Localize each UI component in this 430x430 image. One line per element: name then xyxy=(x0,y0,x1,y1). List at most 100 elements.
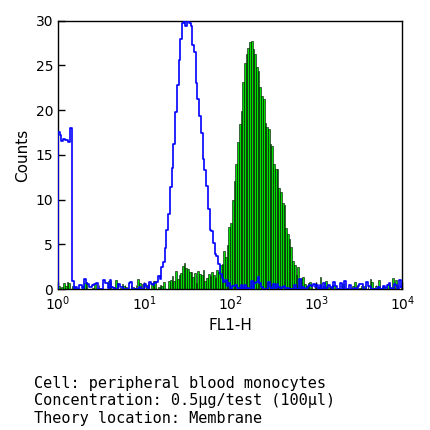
Bar xyxy=(242,82,244,289)
Bar xyxy=(146,285,147,289)
Bar xyxy=(132,287,134,289)
Bar xyxy=(58,286,60,289)
Bar xyxy=(211,272,213,289)
Bar xyxy=(273,163,275,289)
Bar xyxy=(196,283,197,289)
Bar xyxy=(304,284,306,289)
Bar xyxy=(215,278,216,289)
Bar xyxy=(321,288,323,289)
Bar xyxy=(120,288,122,289)
Bar xyxy=(294,265,295,289)
Bar xyxy=(330,288,332,289)
Bar xyxy=(233,181,235,289)
Bar xyxy=(206,278,208,289)
Bar xyxy=(227,245,228,289)
Bar xyxy=(299,280,301,289)
Bar xyxy=(302,277,304,289)
Bar xyxy=(142,284,144,289)
Bar xyxy=(263,99,264,289)
Bar xyxy=(337,288,339,289)
Bar xyxy=(221,264,223,289)
Bar xyxy=(247,49,249,289)
Bar xyxy=(354,282,356,289)
Bar xyxy=(189,272,190,289)
Bar xyxy=(309,282,311,289)
Bar xyxy=(61,287,63,289)
Bar xyxy=(223,251,225,289)
Bar xyxy=(249,42,251,289)
Bar xyxy=(280,192,282,289)
Bar xyxy=(65,286,67,289)
Bar xyxy=(256,67,258,289)
Bar xyxy=(282,203,283,289)
Bar xyxy=(292,261,294,289)
Bar xyxy=(328,286,330,289)
Bar xyxy=(271,146,273,289)
Bar xyxy=(268,129,270,289)
Bar xyxy=(244,63,246,289)
Bar xyxy=(319,277,321,289)
Bar xyxy=(134,288,135,289)
Bar xyxy=(232,200,233,289)
Bar xyxy=(251,41,252,289)
Bar xyxy=(123,286,125,289)
Bar xyxy=(67,282,68,289)
Bar xyxy=(264,123,266,289)
Bar xyxy=(387,284,389,289)
Bar xyxy=(168,282,170,289)
Bar xyxy=(92,288,94,289)
Bar xyxy=(139,283,141,289)
Bar xyxy=(370,279,372,289)
Bar xyxy=(230,224,232,289)
Bar xyxy=(266,127,268,289)
Bar xyxy=(240,111,242,289)
Bar xyxy=(187,269,189,289)
Bar xyxy=(208,274,209,289)
Bar xyxy=(161,286,163,289)
Bar xyxy=(246,55,247,289)
Bar xyxy=(275,169,276,289)
Bar xyxy=(178,274,180,289)
Bar xyxy=(283,205,285,289)
Bar xyxy=(295,275,297,289)
Bar xyxy=(209,276,211,289)
Bar xyxy=(378,280,380,289)
Bar xyxy=(158,287,160,289)
Bar xyxy=(285,228,287,289)
X-axis label: FL1-H: FL1-H xyxy=(208,318,252,333)
Bar xyxy=(377,288,378,289)
Bar xyxy=(173,281,175,289)
Bar xyxy=(373,288,375,289)
Bar xyxy=(325,281,326,289)
Bar xyxy=(153,280,154,289)
Bar xyxy=(203,270,204,289)
Bar xyxy=(125,287,127,289)
Bar xyxy=(63,283,65,289)
Bar xyxy=(197,271,199,289)
Bar xyxy=(151,283,153,289)
Bar xyxy=(365,286,366,289)
Bar xyxy=(254,54,256,289)
Bar xyxy=(115,280,117,289)
Bar xyxy=(220,264,221,289)
Bar xyxy=(301,278,302,289)
Bar xyxy=(228,227,230,289)
Bar xyxy=(297,267,299,289)
Bar xyxy=(261,96,263,289)
Bar xyxy=(307,283,309,289)
Bar xyxy=(172,276,173,289)
Bar xyxy=(252,49,254,289)
Bar xyxy=(332,285,334,289)
Bar xyxy=(177,279,178,289)
Bar xyxy=(184,264,185,289)
Bar xyxy=(289,239,290,289)
Bar xyxy=(199,273,201,289)
Bar xyxy=(237,142,239,289)
Bar xyxy=(141,288,142,289)
Bar xyxy=(204,281,206,289)
Bar xyxy=(276,169,278,289)
Bar xyxy=(361,286,363,289)
Bar xyxy=(396,280,397,289)
Bar xyxy=(108,281,110,289)
Bar xyxy=(113,287,115,289)
